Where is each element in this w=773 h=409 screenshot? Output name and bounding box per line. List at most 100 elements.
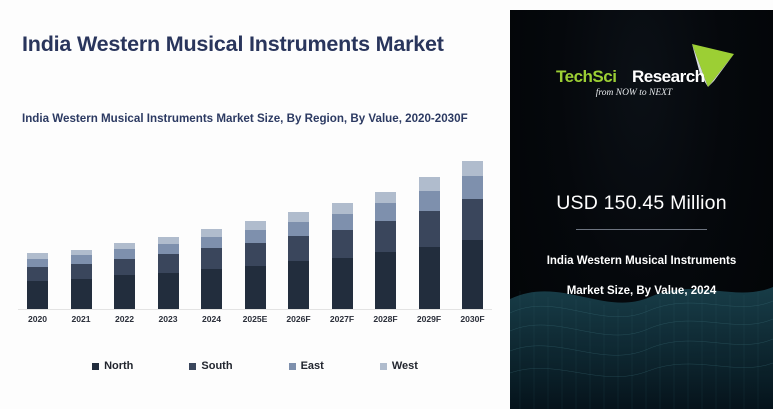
bar-segment-north bbox=[288, 261, 309, 309]
bar-segment-west bbox=[27, 253, 48, 259]
bar-segment-west bbox=[157, 236, 179, 244]
x-axis-tick-label: 2026F bbox=[286, 314, 311, 324]
legend-swatch-icon bbox=[92, 362, 100, 370]
bar-segment-north bbox=[244, 265, 266, 309]
page-title: India Western Musical Instruments Market bbox=[22, 32, 444, 56]
bar-segment-east bbox=[462, 175, 483, 199]
svg-text:from NOW to NEXT: from NOW to NEXT bbox=[595, 87, 672, 98]
stacked-bar bbox=[27, 253, 48, 309]
bar-segment-west bbox=[462, 160, 483, 176]
bar-segment-south bbox=[462, 198, 483, 241]
bar-column bbox=[323, 150, 362, 309]
bar-segment-south bbox=[157, 254, 179, 273]
bar-column bbox=[149, 150, 188, 309]
bar-segment-south bbox=[244, 242, 266, 266]
stacked-bar bbox=[201, 228, 222, 309]
x-axis-tick-label: 2021 bbox=[71, 314, 91, 324]
stacked-bar bbox=[114, 242, 135, 309]
bar-segment-south bbox=[201, 248, 222, 270]
legend-label: East bbox=[300, 360, 324, 372]
legend-swatch-icon bbox=[379, 362, 387, 370]
bar-column bbox=[236, 150, 275, 309]
bar-column bbox=[410, 150, 449, 309]
stacked-bar bbox=[331, 203, 353, 309]
side-panel: TechSci Research from NOW to NEXT USD 15… bbox=[510, 10, 773, 409]
bar-segment-south bbox=[288, 235, 309, 262]
metric-value: USD 150.45 Million bbox=[556, 192, 727, 214]
legend-item-south[interactable]: South bbox=[189, 360, 233, 372]
svg-text:Research: Research bbox=[632, 67, 705, 86]
bar-segment-north bbox=[27, 280, 48, 309]
legend-swatch-icon bbox=[189, 362, 197, 370]
x-axis-tick-label: 2023 bbox=[158, 314, 178, 324]
bar-segment-west bbox=[244, 220, 266, 230]
bar-segment-west bbox=[331, 203, 353, 214]
legend-label: West bbox=[391, 360, 418, 372]
x-axis-tick-label: 2027F bbox=[329, 314, 355, 324]
stacked-bar bbox=[244, 220, 266, 309]
bar-column bbox=[192, 150, 231, 309]
bar-segment-south bbox=[27, 266, 48, 281]
legend-item-north[interactable]: North bbox=[92, 360, 133, 372]
bar-column bbox=[279, 150, 318, 309]
stacked-bar bbox=[157, 236, 179, 309]
bar-segment-south bbox=[418, 210, 440, 248]
bar-column bbox=[453, 150, 492, 309]
legend-label: North bbox=[104, 360, 134, 372]
stacked-bar bbox=[375, 191, 396, 309]
legend-label: South bbox=[201, 360, 233, 372]
bar-segment-north bbox=[331, 257, 353, 309]
plot-area bbox=[18, 150, 492, 310]
legend-item-west[interactable]: West bbox=[379, 360, 418, 372]
bar-column bbox=[105, 150, 144, 309]
bar-segment-north bbox=[114, 275, 135, 309]
techsci-logo: TechSci Research from NOW to NEXT bbox=[510, 40, 773, 102]
bar-segment-east bbox=[331, 213, 353, 230]
bar-segment-west bbox=[418, 177, 440, 191]
bar-segment-south bbox=[375, 220, 396, 253]
x-axis-tick-label: 2024 bbox=[201, 314, 222, 324]
wave-decoration bbox=[510, 287, 773, 409]
logo-mark-icon: TechSci Research from NOW to NEXT bbox=[556, 44, 734, 98]
bar-segment-east bbox=[157, 243, 179, 255]
bar-segment-east bbox=[201, 236, 222, 249]
chart-subtitle: India Western Musical Instruments Market… bbox=[22, 112, 468, 125]
bar-column bbox=[62, 150, 101, 309]
x-axis-tick-label: 2025E bbox=[242, 314, 268, 324]
bar-segment-south bbox=[331, 229, 353, 258]
bar-segment-north bbox=[375, 252, 396, 309]
bar-segment-west bbox=[288, 211, 309, 222]
metric-divider bbox=[576, 229, 707, 230]
legend-item-east[interactable]: East bbox=[288, 360, 324, 372]
bar-column bbox=[18, 150, 57, 309]
bar-segment-west bbox=[114, 242, 135, 249]
x-axis-line bbox=[18, 309, 492, 310]
x-axis-tick-label: 2029F bbox=[416, 314, 442, 324]
bar-segment-west bbox=[375, 191, 396, 204]
bar-segment-east bbox=[114, 248, 135, 259]
stacked-bar bbox=[462, 160, 483, 309]
svg-text:TechSci: TechSci bbox=[556, 67, 616, 86]
bar-segment-east bbox=[70, 255, 92, 264]
legend-swatch-icon bbox=[288, 362, 296, 370]
bar-segment-north bbox=[157, 272, 179, 309]
metric-caption: India Western Musical Instruments Market… bbox=[546, 255, 737, 297]
bar-group bbox=[18, 150, 492, 309]
stacked-bar bbox=[288, 211, 309, 309]
chart-legend: North South East West bbox=[18, 360, 492, 372]
x-axis-tick-label: 2022 bbox=[114, 314, 135, 324]
x-axis-tick-label: 2028F bbox=[373, 314, 398, 324]
bar-segment-west bbox=[201, 228, 222, 237]
bar-segment-north bbox=[70, 278, 92, 309]
x-axis-labels: 2020 2021 2022 2023 2024 2025E 2026F 2027F 2028F… bbox=[18, 314, 492, 324]
chart-panel: India Western Musical Instruments Market… bbox=[18, 32, 492, 372]
bar-segment-east bbox=[244, 229, 266, 243]
bar-segment-north bbox=[418, 247, 440, 309]
bar-segment-south bbox=[114, 258, 135, 276]
bar-column bbox=[366, 150, 405, 309]
bar-segment-north bbox=[462, 240, 483, 309]
bar-segment-east bbox=[288, 221, 309, 236]
bar-segment-east bbox=[418, 190, 440, 211]
bar-segment-south bbox=[70, 263, 92, 279]
